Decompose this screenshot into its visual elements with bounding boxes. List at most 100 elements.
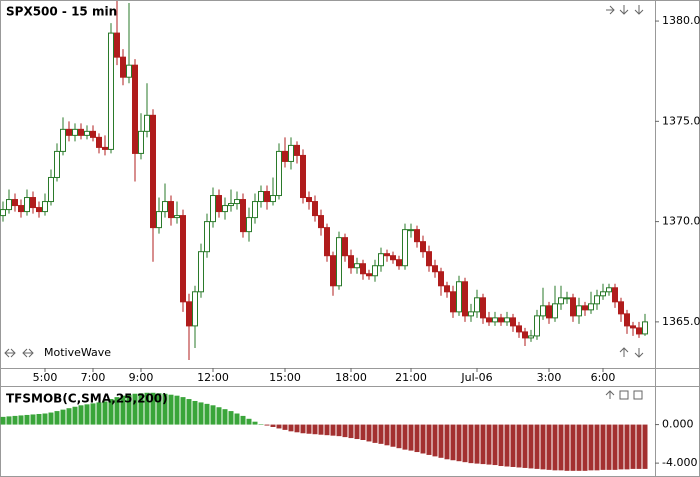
- histogram-bar: [78, 405, 84, 425]
- x-tick-label: 12:00: [197, 371, 229, 384]
- candle-body: [132, 64, 138, 154]
- candle-body: [174, 215, 180, 219]
- candle-body: [240, 199, 246, 233]
- candle-body: [186, 301, 192, 327]
- candle-body: [156, 211, 162, 229]
- candle-body: [432, 265, 438, 273]
- y-tick-label: 1380.0: [662, 14, 700, 27]
- histogram-bar: [402, 424, 408, 450]
- histogram-bar: [612, 424, 618, 470]
- histogram-bar: [192, 400, 198, 425]
- histogram-bar: [108, 399, 114, 425]
- histogram-bar: [246, 418, 252, 425]
- histogram-bar: [600, 424, 606, 470]
- histogram-bar: [492, 424, 498, 466]
- histogram-bar: [396, 424, 402, 449]
- histogram-bar: [180, 397, 186, 425]
- x-tick-label: 9:00: [129, 371, 154, 384]
- histogram-bar: [564, 424, 570, 471]
- histogram-bar: [114, 397, 120, 425]
- histogram-bar: [414, 424, 420, 453]
- histogram-bar: [42, 413, 48, 425]
- histogram-bar: [438, 424, 444, 458]
- histogram-bar: [162, 393, 168, 425]
- candle-body: [498, 317, 504, 323]
- histogram-bar: [468, 424, 474, 464]
- histogram-bar: [54, 411, 60, 425]
- candle-body: [396, 259, 402, 267]
- histogram-bar: [0, 416, 6, 425]
- candle-body: [408, 229, 414, 232]
- histogram-bar: [546, 424, 552, 470]
- candle-body: [300, 154, 306, 199]
- histogram-bar: [288, 424, 294, 432]
- candle-body: [576, 305, 582, 317]
- histogram-bar: [330, 424, 336, 436]
- histogram-bar: [198, 402, 204, 425]
- x-tick-label: 7:00: [81, 371, 106, 384]
- histogram-bar: [270, 424, 276, 427]
- histogram-bar: [354, 424, 360, 440]
- histogram-bar: [186, 399, 192, 425]
- nav-icons[interactable]: [4, 5, 644, 400]
- histogram-bar: [450, 424, 456, 461]
- candle-body: [582, 305, 588, 311]
- candle-body: [114, 32, 120, 58]
- histogram-bar: [216, 407, 222, 425]
- histogram-bar: [618, 424, 624, 470]
- candle-body: [252, 201, 258, 219]
- candle-body: [342, 237, 348, 257]
- x-tick-label: 3:00: [537, 371, 562, 384]
- candle-body: [504, 317, 510, 323]
- candle-body: [246, 217, 252, 233]
- histogram-bar: [60, 409, 66, 425]
- candle-body: [126, 64, 132, 78]
- histogram-bar: [576, 424, 582, 471]
- histogram-bar: [66, 408, 72, 425]
- histogram-bar: [426, 424, 432, 455]
- candle-body: [90, 130, 96, 138]
- histogram-bar: [444, 424, 450, 460]
- candle-body: [420, 241, 426, 253]
- candle-body: [120, 56, 126, 78]
- histogram-bar: [342, 424, 348, 438]
- candle-body: [324, 227, 330, 257]
- candle-body: [588, 303, 594, 311]
- histogram-bar: [132, 393, 138, 425]
- histogram-bar: [372, 424, 378, 443]
- histogram-bar: [348, 424, 354, 439]
- histogram-bar: [588, 424, 594, 471]
- candle-body: [192, 291, 198, 327]
- candle-body: [282, 150, 288, 162]
- candle-body: [642, 321, 648, 335]
- histogram-bar: [504, 424, 510, 467]
- histogram-bar: [12, 415, 18, 425]
- candle-body: [384, 253, 390, 257]
- candle-body: [348, 255, 354, 269]
- histogram-bar: [234, 413, 240, 425]
- candle-body: [462, 281, 468, 317]
- histogram-bar: [630, 424, 636, 469]
- histogram-bar: [318, 424, 324, 435]
- histogram-bar: [606, 424, 612, 470]
- histogram-bar: [174, 395, 180, 425]
- histogram-bar: [522, 424, 528, 468]
- candle-body: [444, 285, 450, 293]
- histogram-bar: [294, 424, 300, 433]
- candle-body: [402, 229, 408, 267]
- candle-body: [276, 150, 282, 197]
- candle-body: [78, 128, 84, 136]
- candle-body: [426, 251, 432, 267]
- candle-body: [540, 305, 546, 317]
- candle-body: [474, 297, 480, 313]
- candle-body: [486, 317, 492, 323]
- candle-body: [48, 176, 54, 203]
- candle-body: [306, 197, 312, 203]
- candle-body: [492, 317, 498, 323]
- candle-body: [54, 150, 60, 178]
- histogram-bar: [48, 412, 54, 425]
- histogram-bar: [486, 424, 492, 465]
- histogram-bar: [360, 424, 366, 440]
- candle-body: [168, 201, 174, 219]
- candle-body: [6, 199, 12, 211]
